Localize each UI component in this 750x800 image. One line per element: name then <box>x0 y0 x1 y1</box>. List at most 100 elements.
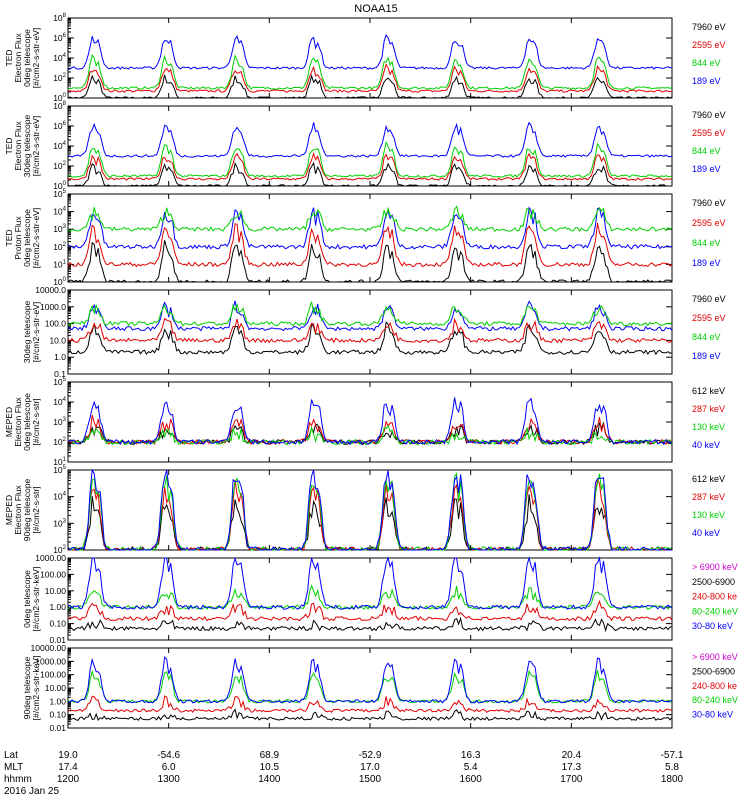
series-2500-6900 <box>67 708 673 722</box>
x-mlt-label: 17.3 <box>562 762 582 773</box>
series-7960-ev <box>67 240 673 283</box>
chart-title: NOAA15 <box>354 3 397 15</box>
series-287-kev <box>68 478 673 551</box>
series-2595-ev <box>67 151 672 181</box>
x-hhmm-label: 1300 <box>158 774 181 785</box>
y-tick-label: 100 <box>53 277 66 287</box>
panel-3-ylabel-line: TED <box>4 230 14 247</box>
y-tick-label: 1000.00 <box>35 656 66 666</box>
series-844-ev <box>67 205 673 233</box>
legend-entry: 2500-6900 <box>692 666 735 676</box>
y-tick-label: 103 <box>53 224 66 234</box>
series-189-ev <box>67 34 673 70</box>
y-tick-label: 1.0 <box>54 352 66 362</box>
legend-entry: 80-240 keV <box>692 695 738 705</box>
y-tick-label: 104 <box>53 53 66 63</box>
y-tick-label: 105 <box>53 465 66 475</box>
legend-entry: 287 keV <box>692 492 725 502</box>
series-80-240-kev <box>67 584 673 611</box>
panel-8-ylabel-line: 90deg telescope <box>22 657 32 720</box>
panel-2-ylabel-line: 30deg telescope <box>22 115 32 178</box>
legend-entry: 7960 eV <box>692 198 726 208</box>
y-tick-label: 100.00 <box>40 569 66 579</box>
legend-entry: 130 keV <box>692 422 725 432</box>
series-2595-ev <box>67 222 673 268</box>
y-tick-label: 108 <box>53 13 66 23</box>
panel-7-ylabel-line: 0deg telescope <box>22 570 32 628</box>
legend-entry: 844 eV <box>692 58 721 68</box>
legend-entry: 189 eV <box>692 76 721 86</box>
legend-entry: 30-80 keV <box>692 710 733 720</box>
y-tick-label: 100 <box>53 93 66 103</box>
panel-3: 100 101 102 103 104 105 TED Proton Flux 0deg tel… <box>4 189 726 287</box>
series-844-ev <box>67 140 673 178</box>
legend-entry: 130 keV <box>692 510 725 520</box>
y-tick-label: 108 <box>53 101 66 111</box>
legend-entry: 2595 eV <box>692 313 726 323</box>
legend-entry: 2595 eV <box>692 218 726 228</box>
y-tick-label: 100 <box>53 181 66 191</box>
x-mlt-label: 17.0 <box>360 762 380 773</box>
y-tick-label: 101 <box>53 259 66 269</box>
legend-entry: 287 keV <box>692 404 725 414</box>
legend-entry: 7960 eV <box>692 294 726 304</box>
y-tick-label: 10.00 <box>45 586 67 596</box>
series-612-kev <box>67 421 672 446</box>
legend-entry: 240-800 ke <box>692 681 737 691</box>
x-hhmm-label: 1600 <box>460 774 483 785</box>
y-tick-label: 10.00 <box>45 683 67 693</box>
x-axis-group: Lat 19.0 -54.6 68.9 -52.9 16.3 20.4 -57.1 MLT 17.… <box>4 750 684 785</box>
y-tick-label: 105 <box>53 377 66 387</box>
series-40-kev <box>67 397 673 446</box>
panel-2-ylabel-line: TED <box>4 138 14 155</box>
panel-1-ylabel-line: 0deg telescope <box>22 29 32 87</box>
panel-2-ylabel-line: [#/cm2-s-str-eV] <box>31 116 41 176</box>
x-hhmm-label: 1800 <box>661 774 684 785</box>
panel-1-ylabel-line: Electron Flux <box>13 32 23 82</box>
x-lat-label: -52.9 <box>359 750 382 761</box>
x-hhmm-label: 1400 <box>258 774 281 785</box>
panel-7-ylabel-line: [#/cm2-s-str-keV] <box>31 567 41 632</box>
panel-6-ylabel-line: MEPED <box>4 495 14 525</box>
panel-6-ylabel-line: Electron Flux <box>13 484 23 534</box>
y-tick-label: 1.00 <box>49 602 66 612</box>
y-tick-label: 0.10 <box>49 710 66 720</box>
legend-entry: 7960 eV <box>692 22 726 32</box>
panel-6-ylabel-line: 90deg telescope <box>22 479 32 542</box>
x-lat-label: 68.9 <box>260 750 280 761</box>
legend-entry: 40 keV <box>692 528 720 538</box>
y-tick-label: 103 <box>53 518 66 528</box>
x-row-label-mlt: MLT <box>4 762 23 773</box>
series-844-ev <box>67 53 673 90</box>
panel-1-ylabel-line: [#/cm2-s-str-eV] <box>31 28 41 88</box>
panel-4-ylabel-line: [#/cm2-s-str-eV] <box>31 302 41 362</box>
legend-entry: 844 eV <box>692 146 721 156</box>
legend-entry: 612 keV <box>692 474 725 484</box>
x-mlt-label: 5.8 <box>665 762 679 773</box>
legend-entry: 189 eV <box>692 164 721 174</box>
x-hhmm-label: 1700 <box>560 774 583 785</box>
y-tick-label: 102 <box>53 437 66 447</box>
y-tick-label: 1000.0 <box>40 302 66 312</box>
y-tick-label: 105 <box>53 189 66 199</box>
series-2500-6900 <box>67 616 673 633</box>
y-tick-label: 0.1 <box>54 369 66 379</box>
x-mlt-label: 17.4 <box>58 762 78 773</box>
panel-4-frame <box>67 289 673 375</box>
panel-5-ylabel-line: [#/cm2-s-str] <box>31 398 41 445</box>
legend-entry: 612 keV <box>692 386 725 396</box>
series-80-240-kev <box>67 669 673 704</box>
y-tick-label: 102 <box>53 73 66 83</box>
y-tick-label: 106 <box>53 33 66 43</box>
x-hhmm-label: 1500 <box>359 774 382 785</box>
x-row-label-hhmm: hhmm <box>4 774 32 785</box>
y-tick-label: 100.0 <box>45 319 67 329</box>
y-tick-label: 0.01 <box>49 723 66 733</box>
panel-2-frame <box>67 105 673 187</box>
panel-1: 100 102 104 106 108 TED Electron Flux 0deg tele… <box>4 13 726 103</box>
series-189-ev <box>67 206 673 250</box>
y-tick-label: 102 <box>53 242 66 252</box>
